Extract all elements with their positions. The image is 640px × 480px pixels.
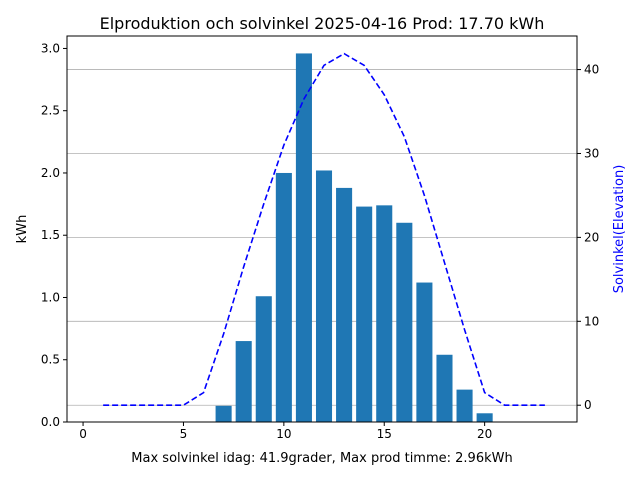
y2-tick-label-1: 10 — [584, 314, 599, 328]
x-tick-label-0: 0 — [79, 427, 87, 441]
bar-16 — [396, 222, 413, 422]
bar-18 — [436, 354, 453, 422]
x-axis-label: Max solvinkel idag: 41.9grader, Max prod… — [131, 451, 512, 466]
y-tick-label-1: 0.5 — [41, 353, 60, 367]
y-tick-label-0: 0.0 — [41, 415, 60, 429]
y2-tick-label-0: 0 — [584, 398, 592, 412]
bar-17 — [416, 282, 433, 422]
x-tick-label-3: 15 — [377, 427, 392, 441]
y-tick-label-2: 1.0 — [41, 290, 60, 304]
ticks-layer: 0 5 10 15 20 0.0 0.5 1.0 1.5 2.0 2.5 3.0 0 10 20 30 40 — [41, 41, 599, 441]
bar-8 — [235, 341, 252, 422]
bar-20 — [476, 413, 493, 422]
y-tick-label-5: 2.5 — [41, 104, 60, 118]
y-tick-label-6: 3.0 — [41, 41, 60, 55]
x-tick-label-4: 20 — [477, 427, 492, 441]
x-tick-label-2: 10 — [276, 427, 291, 441]
y2-axis-label: Solvinkel(Elevation) — [612, 165, 627, 294]
y-axis-label: kWh — [15, 215, 30, 244]
y2-tick-label-3: 30 — [584, 146, 599, 160]
y2-tick-label-2: 20 — [584, 230, 599, 244]
y-tick-label-3: 1.5 — [41, 228, 60, 242]
bars-layer — [215, 53, 493, 423]
bar-12 — [315, 170, 333, 422]
bar-11 — [295, 53, 312, 423]
bar-7 — [215, 405, 232, 422]
chart-title: Elproduktion och solvinkel 2025-04-16 Pr… — [100, 14, 545, 33]
y2-tick-label-4: 40 — [584, 63, 599, 77]
bar-14 — [356, 206, 373, 422]
x-tick-label-1: 5 — [180, 427, 188, 441]
plot-frame — [66, 35, 578, 423]
bar-19 — [456, 389, 473, 422]
bar-9 — [255, 296, 272, 422]
elevation-line — [103, 52, 545, 407]
bar-15 — [376, 205, 393, 422]
bar-10 — [275, 172, 292, 422]
y-tick-label-4: 2.0 — [41, 166, 60, 180]
bar-13 — [336, 187, 353, 422]
line-layer — [103, 52, 545, 407]
